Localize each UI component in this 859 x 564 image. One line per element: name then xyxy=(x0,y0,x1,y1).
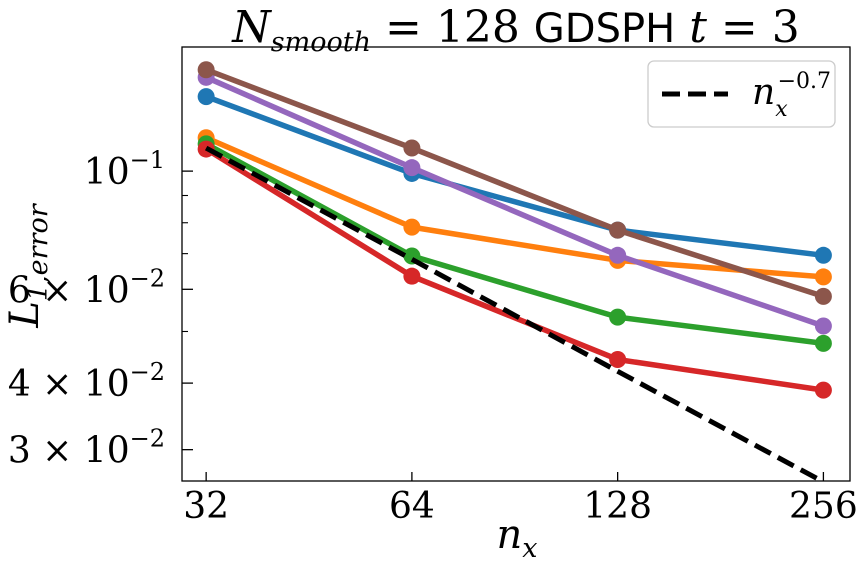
y-tick-base: 10 xyxy=(84,152,130,193)
title-t-symbol: t xyxy=(689,2,707,53)
y-tick-exponent: −2 xyxy=(130,264,165,292)
ylabel-subscript: 1,error xyxy=(23,202,54,301)
legend-subscript: x xyxy=(775,97,788,122)
series-line-green xyxy=(204,141,824,347)
y-tick-base: 10 xyxy=(84,364,130,405)
data-point-green xyxy=(609,308,627,326)
data-point-red xyxy=(814,381,832,399)
y-tick-label: 10−1 xyxy=(84,146,165,193)
data-point-brown xyxy=(403,139,421,157)
y-tick-base: 10 xyxy=(84,431,130,472)
y-tick-mantissa: 3 × xyxy=(8,431,84,472)
data-point-purple xyxy=(403,159,421,177)
y-tick-mantissa: 4 × xyxy=(8,364,84,405)
chart-title: Nsmooth = 128 GDSPH t = 3 xyxy=(231,2,799,58)
x-tick-label: 256 xyxy=(789,486,858,527)
title-n-subscript: smooth xyxy=(271,27,371,58)
data-point-brown xyxy=(609,221,627,239)
title-n-symbol: N xyxy=(231,2,272,53)
ylabel-symbol: L xyxy=(2,301,48,329)
y-tick-label: 4 × 10−2 xyxy=(8,358,165,405)
x-tick-label: 32 xyxy=(183,486,229,527)
y-axis-label: L1,error xyxy=(2,202,54,328)
xlabel-symbol: n xyxy=(497,512,523,558)
data-point-red xyxy=(609,350,627,368)
plot-frame xyxy=(181,46,851,482)
reference-layer xyxy=(204,145,825,485)
series-line-purple xyxy=(205,74,825,329)
y-tick-exponent: −1 xyxy=(130,146,165,174)
data-point-green xyxy=(814,334,832,352)
legend-reference-label: nx −0.7 xyxy=(752,69,831,122)
legend: nx −0.7 xyxy=(647,60,836,128)
data-point-purple xyxy=(814,317,832,335)
reference-line xyxy=(204,145,825,485)
xlabel-subscript: x xyxy=(522,533,537,564)
series-line-orange xyxy=(205,135,824,280)
legend-exponent: −0.7 xyxy=(778,69,831,94)
data-point-blue xyxy=(197,88,215,106)
title-method: GDSPH xyxy=(534,6,675,52)
data-point-orange xyxy=(403,218,421,236)
series-line-brown xyxy=(205,67,825,299)
legend-box xyxy=(647,60,836,128)
y-tick-exponent: −2 xyxy=(130,425,165,453)
legend-base: n xyxy=(752,72,775,113)
y-tick-label: 6 × 10−2 xyxy=(8,264,165,311)
data-point-orange xyxy=(814,268,832,286)
title-t-eq-value: = 3 xyxy=(707,2,800,53)
y-tick-base: 10 xyxy=(84,270,130,311)
title-eq-value: = 128 xyxy=(371,2,534,53)
series-line-blue xyxy=(205,94,824,259)
data-point-red xyxy=(403,267,421,285)
data-point-purple xyxy=(609,246,627,264)
data-point-blue xyxy=(814,246,832,264)
x-tick-label: 128 xyxy=(583,486,652,527)
y-tick-label: 3 × 10−2 xyxy=(8,425,165,472)
data-point-brown xyxy=(814,287,832,305)
x-tick-label: 64 xyxy=(389,486,435,527)
y-tick-mantissa: 6 × xyxy=(8,270,84,311)
data-point-brown xyxy=(197,61,215,79)
y-tick-exponent: −2 xyxy=(130,358,165,386)
series-layer xyxy=(197,61,832,399)
x-axis-label: nx xyxy=(497,512,538,564)
